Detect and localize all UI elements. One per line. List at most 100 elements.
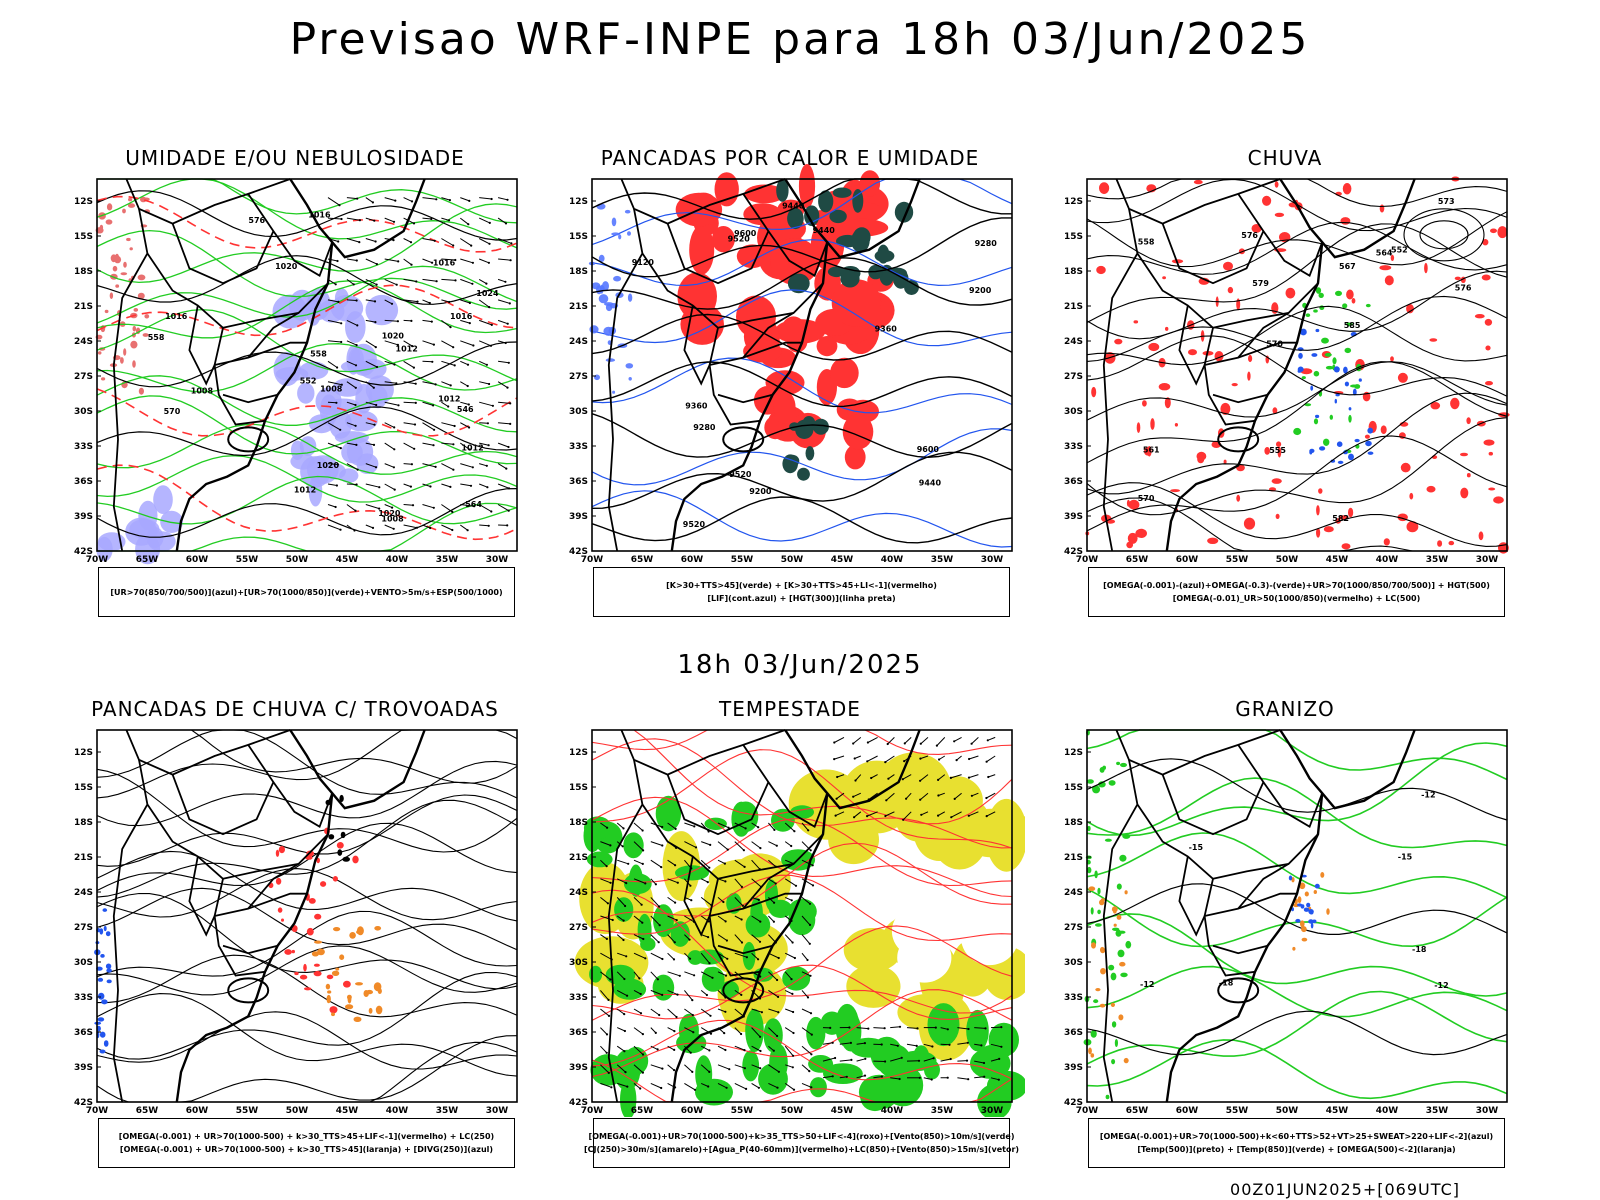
omega500-orange-c-cell: [1301, 926, 1307, 933]
lon-tick-label: 60W: [681, 1106, 704, 1116]
omega500-orange: [1088, 886, 1129, 1064]
instability-red-south-cell: [781, 316, 806, 341]
wind850-vectors-arrowhead: [773, 828, 776, 831]
mountain-red-cell: [130, 340, 138, 349]
wind850-vectors-arrowhead: [740, 1032, 743, 1036]
border-line-0: [620, 178, 786, 225]
contour-label: 576: [1455, 284, 1472, 293]
omega-red-spots-cell: [1142, 400, 1147, 407]
temp850-andes-cell: [1098, 781, 1106, 788]
lon-tick-label: 65W: [631, 1106, 654, 1116]
wind-vectors-arrow: [478, 299, 490, 308]
wind-vectors-arrowhead: [374, 240, 377, 243]
wind850-vectors-arrow: [667, 896, 676, 904]
lat-tick-label: 39S: [74, 1063, 93, 1073]
temp850-andes-cell: [1105, 1094, 1110, 1100]
omega-red-spots-cell: [1490, 228, 1497, 234]
mountain-red-cell: [109, 292, 114, 299]
omega-red-spots-cell: [1488, 451, 1493, 456]
border-line-4: [222, 282, 329, 329]
wind850-vectors-n-arrowhead: [870, 776, 873, 780]
wind850-vectors-arrowhead: [811, 864, 814, 867]
wind850-vectors-n-arrowhead: [903, 742, 906, 745]
wind-vectors-arrow: [441, 422, 455, 427]
omega-red-spots-cell: [1426, 485, 1436, 493]
wind850-vectors-s-arrowhead: [980, 1044, 983, 1047]
border-line-6: [1212, 944, 1268, 955]
contour-label: -15: [1189, 843, 1204, 852]
wind-vectors-arrowhead: [339, 428, 342, 431]
wind850-vectors-n-arrow: [866, 811, 878, 817]
wind-vectors-arrowhead: [433, 428, 436, 431]
humidity-green-contours-line: [96, 475, 518, 525]
storm-orange-spots-cell: [325, 983, 331, 990]
wind-vectors-arrowhead: [409, 241, 413, 244]
wind850-vectors-arrow: [768, 915, 775, 923]
wind-vectors-arrowhead: [395, 382, 398, 385]
instability-teal-cell: [904, 280, 919, 295]
wind-vectors-arrow: [441, 319, 451, 328]
contour-label: 1016: [450, 312, 473, 321]
humidity-blue-areas-cell: [341, 441, 363, 464]
temp850-andes-cell: [1097, 909, 1101, 915]
divergence-blue-spots-cell: [105, 963, 112, 969]
mountain-red-cell: [115, 253, 119, 261]
wind-vectors-arrow: [441, 217, 450, 221]
wind850-vectors-s-arrowhead: [1000, 1026, 1003, 1029]
wind850-vectors-arrowhead: [623, 1050, 626, 1053]
hgt500-streamlines-line: [1086, 435, 1508, 532]
omega-red-spots-cell: [1162, 276, 1166, 280]
mountain-red-cell: [105, 219, 113, 225]
lat-tick-label: 33S: [569, 442, 588, 452]
lc250-streamlines-line: [96, 768, 518, 853]
lat-tick-label: 15S: [74, 783, 93, 793]
wind-vectors-arrowhead: [372, 443, 376, 446]
wind850-green-cell: [788, 898, 817, 924]
wind850-vectors-arrowhead: [708, 1070, 711, 1073]
wind-vectors-arrowhead: [374, 321, 377, 324]
wind850-vectors-arrowhead: [792, 1088, 796, 1091]
omega-red-spots-cell: [1342, 183, 1352, 195]
cyclone-circulation: [1403, 208, 1485, 262]
lon-tick-label: 70W: [86, 1106, 109, 1116]
lon-tick-label: 30W: [486, 555, 509, 565]
wind850-vectors-arrowhead: [654, 1031, 657, 1034]
omega-red-spots-cell: [1340, 217, 1351, 225]
wind850-vectors-arrowhead: [691, 999, 694, 1002]
humidity-blue-areas-cell: [308, 476, 323, 507]
wind850-vectors-n-arrow: [988, 774, 996, 778]
omega500-orange-cell: [1100, 968, 1106, 975]
lat-tick-label: 18S: [74, 267, 93, 277]
wind-vectors-arrow: [479, 463, 487, 467]
wind850-vectors-s-arrowhead: [949, 1057, 952, 1061]
omega-red-spots-cell: [1390, 356, 1394, 362]
wind-vectors-arrow: [346, 340, 357, 346]
storm-orange-spots-cell: [345, 1004, 354, 1010]
border-line-5: [742, 863, 795, 910]
hgt300-contours-line: [591, 217, 1012, 278]
wind850-vectors-arrowhead: [709, 843, 712, 846]
wind850-vectors-arrow: [717, 822, 729, 829]
wind850-vectors-arrowhead: [759, 847, 762, 850]
wind850-vectors-arrowhead: [605, 937, 608, 940]
border-line-3: [214, 341, 307, 366]
wind850-vectors-s-arrowhead: [864, 1057, 867, 1060]
border-line-5: [1237, 312, 1290, 359]
wind-vectors-arrowhead: [395, 283, 398, 286]
wind-vectors-arrow: [460, 258, 474, 264]
contour-label: -15: [1398, 852, 1413, 861]
wind-vectors-arrow: [460, 463, 473, 468]
wind850-vectors-arrow: [600, 897, 609, 904]
divergence-blue-spots-cell: [106, 979, 112, 984]
humidity-green-contours-line: [96, 375, 518, 433]
border-line-4: [717, 833, 824, 880]
wind-vectors-arrowhead: [454, 279, 457, 282]
wind-vectors-arrowhead: [416, 300, 419, 303]
wind850-vectors-arrowhead: [810, 1033, 813, 1036]
wind-vectors-arrow: [460, 278, 473, 285]
hail-blue-cell: [1295, 918, 1301, 923]
wind850-green-cell: [726, 892, 742, 914]
contour-label: 1016: [165, 312, 188, 321]
wind850-vectors-s-arrow: [990, 1077, 999, 1081]
wind850-vectors-arrowhead: [661, 844, 664, 847]
